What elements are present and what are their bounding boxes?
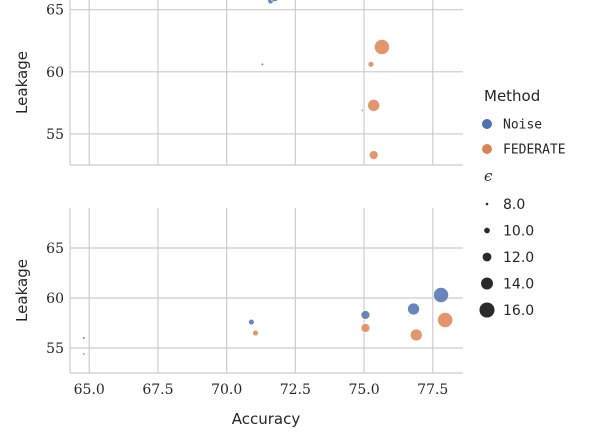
point-noise (260, 62, 264, 66)
y-tick-label: 60 (46, 65, 64, 81)
legend-size-marker (481, 277, 493, 290)
legend-size-label: 8.0 (503, 197, 525, 213)
point-federate (437, 312, 453, 328)
y-tick-label: 65 (46, 3, 64, 19)
legend-marker-federate (482, 144, 492, 154)
legend-size-label: 14.0 (503, 277, 534, 293)
point-federate (368, 150, 379, 160)
point-federate (367, 61, 375, 68)
y-axis-label: Leakage (13, 51, 31, 114)
x-tick-label: 70.0 (211, 382, 242, 398)
legend-size-marker (482, 252, 492, 262)
point-noise (433, 287, 449, 303)
panel-1: 55 60 65 Leakage (13, 0, 463, 166)
x-tick-label: 77.5 (417, 382, 448, 398)
legend-label-noise: Noise (503, 118, 542, 133)
legend-size-label: 16.0 (503, 303, 534, 319)
point-federate (361, 108, 365, 112)
point-federate (82, 352, 86, 356)
x-tick-label: 72.5 (280, 382, 311, 398)
point-federate (367, 99, 380, 112)
y-tick-label: 65 (46, 241, 64, 257)
point-noise (248, 318, 255, 326)
panel-2: 55 60 65 Leakage (13, 208, 463, 374)
legend: Method Noise FEDERATE ϵ 8.0 10.0 12.0 14.0 16.0 (479, 87, 566, 319)
y-axis-label: Leakage (13, 259, 31, 322)
x-tick-label: 75.0 (348, 382, 379, 398)
x-axis-label: Accuracy (232, 410, 301, 428)
legend-marker-noise (482, 119, 492, 129)
legend-size-label: 12.0 (503, 250, 534, 266)
point-noise (82, 336, 86, 340)
y-tick-label: 55 (46, 341, 64, 357)
legend-size-marker (485, 202, 489, 206)
x-tick-label: 67.5 (142, 382, 173, 398)
legend-size-marker (479, 302, 495, 318)
legend-size-title: ϵ (484, 167, 493, 185)
point-federate (360, 323, 371, 333)
point-noise (360, 310, 371, 320)
legend-label-federate: FEDERATE (503, 143, 566, 158)
legend-size-label: 10.0 (503, 224, 534, 240)
legend-size-marker (484, 227, 490, 234)
legend-hue-title: Method (484, 87, 540, 105)
x-tick-label: 65.0 (74, 382, 105, 398)
point-noise (407, 302, 420, 316)
y-tick-label: 55 (46, 127, 64, 143)
point-federate (409, 328, 423, 342)
point-noise (270, 0, 279, 2)
point-federate (252, 329, 259, 337)
y-tick-label: 60 (46, 291, 64, 307)
point-federate (374, 39, 390, 55)
